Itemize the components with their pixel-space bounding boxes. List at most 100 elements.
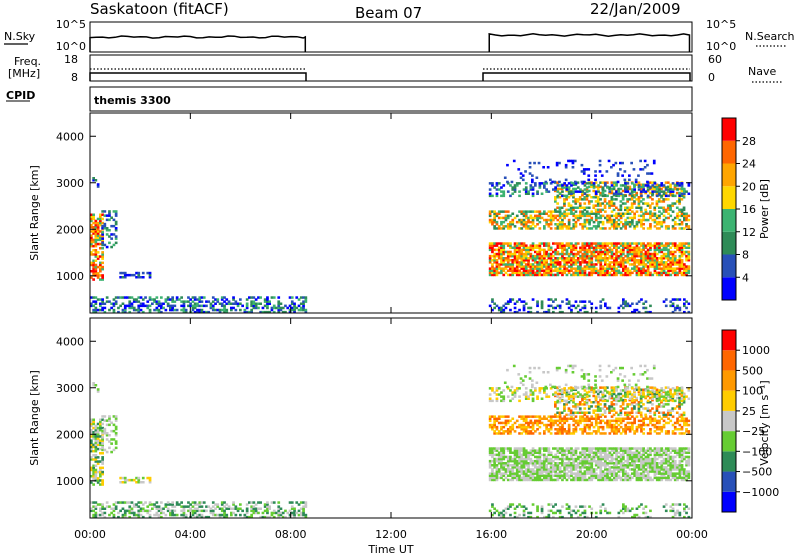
power-cell: [655, 267, 659, 270]
power-cell: [653, 225, 657, 228]
power-cell: [585, 182, 589, 185]
velocity-cell: [230, 513, 233, 517]
velocity-cell: [103, 419, 107, 422]
power-cell: [509, 269, 512, 272]
power-cell: [277, 300, 281, 303]
velocity-cell: [166, 507, 170, 510]
power-cell: [604, 194, 607, 198]
power-cell: [495, 267, 499, 270]
velocity-cell: [245, 511, 249, 515]
velocity-cell: [685, 455, 688, 459]
power-cell: [545, 244, 548, 247]
power-cell: [655, 257, 659, 260]
velocity-cell: [529, 430, 533, 433]
velocity-cell: [272, 509, 276, 513]
power-cell: [604, 184, 607, 187]
power-cell: [606, 267, 609, 270]
velocity-cell: [579, 470, 582, 473]
power-cell: [99, 219, 102, 223]
velocity-cell: [631, 468, 634, 471]
power-cell: [528, 166, 532, 169]
power-cell: [628, 220, 632, 224]
power-cell: [112, 218, 116, 222]
power-cell: [649, 246, 652, 249]
velocity-cell: [148, 478, 152, 482]
velocity-cell: [687, 464, 691, 467]
power-cell: [651, 214, 655, 218]
velocity-cell: [653, 447, 657, 450]
power-cell: [103, 302, 107, 305]
velocity-cell: [536, 451, 539, 454]
power-cell: [518, 248, 521, 252]
power-cell: [522, 261, 526, 264]
power-cell: [599, 248, 603, 252]
velocity-cell: [558, 417, 562, 420]
power-cell: [555, 163, 559, 167]
velocity-cell: [592, 451, 596, 454]
velocity-cell: [112, 507, 116, 510]
power-cell: [588, 254, 591, 258]
power-cell: [644, 259, 648, 262]
power-cell: [543, 257, 546, 260]
velocity-cell: [673, 476, 677, 480]
power-cell: [619, 193, 623, 197]
power-cell: [543, 254, 546, 258]
velocity-cell: [538, 462, 542, 465]
velocity-cell: [579, 421, 582, 425]
power-cell: [567, 187, 571, 191]
power-cell: [225, 298, 229, 301]
power-cell: [687, 218, 691, 222]
power-cell: [495, 273, 499, 277]
velocity-cell: [545, 455, 548, 459]
velocity-cell: [128, 505, 132, 508]
power-cell: [92, 253, 95, 256]
velocity-cell: [655, 462, 659, 465]
power-cell: [579, 188, 582, 191]
velocity-cell: [626, 476, 630, 480]
velocity-cell: [497, 457, 501, 461]
power-cell: [304, 298, 308, 301]
power-cell: [225, 310, 229, 314]
power-cell: [538, 257, 542, 260]
power-cell: [527, 192, 530, 195]
power-cell: [537, 161, 541, 165]
power-cell: [599, 185, 602, 189]
power-cell: [583, 304, 587, 308]
velocity-cell: [290, 507, 294, 510]
velocity-cell: [585, 419, 589, 423]
velocity-cell: [497, 459, 501, 463]
velocity-cell: [549, 428, 553, 431]
power-cell: [92, 296, 95, 299]
velocity-cell: [669, 474, 673, 477]
velocity-cell: [585, 472, 589, 475]
velocity-cell: [653, 455, 657, 459]
power-cell: [94, 308, 98, 312]
velocity-cell: [160, 509, 163, 513]
velocity-panel-background: [90, 318, 692, 518]
power-cell: [601, 244, 605, 247]
power-cell: [522, 265, 526, 268]
power-cell: [601, 194, 605, 198]
velocity-cell: [658, 478, 661, 482]
power-cell: [597, 273, 600, 277]
power-cell: [506, 252, 510, 256]
power-cell: [558, 214, 562, 218]
power-cell: [658, 216, 661, 220]
power-cell: [553, 180, 557, 184]
power-cell: [534, 265, 537, 268]
power-cell: [680, 263, 684, 266]
power-cell: [128, 302, 132, 305]
velocity-cell: [558, 457, 562, 461]
power-cell: [588, 257, 591, 260]
power-cell: [685, 250, 688, 254]
velocity-cell: [669, 455, 673, 459]
power-cell: [103, 310, 107, 314]
power-cell: [615, 216, 618, 220]
power-cell: [624, 212, 627, 215]
velocity-cell: [662, 457, 666, 461]
velocity-cell: [277, 505, 281, 508]
power-cell: [518, 194, 521, 198]
velocity-cell: [543, 459, 546, 463]
power-cell: [592, 182, 596, 185]
power-cell: [563, 223, 566, 226]
